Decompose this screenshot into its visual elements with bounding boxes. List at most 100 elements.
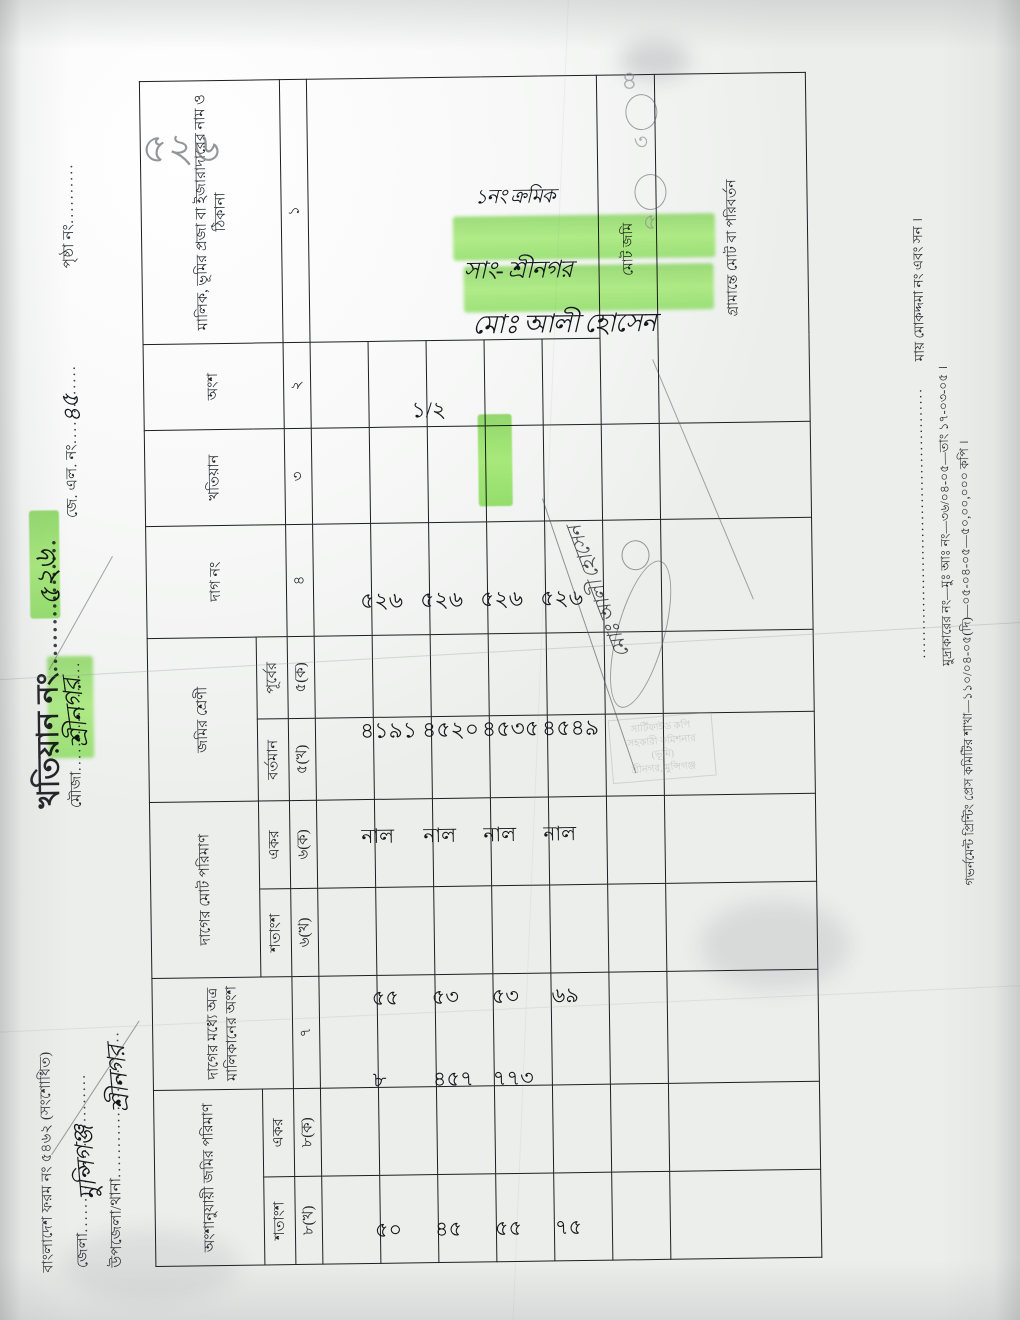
cell-total-area-shotangsho (611, 1171, 671, 1261)
col-num-5ka: ৫(ক) (287, 636, 316, 719)
cell-area-acre (320, 1087, 380, 1177)
cell-owner-share (376, 974, 437, 1088)
field-jl-no: জে. এল. নং............. (59, 364, 86, 518)
cell-dag-total-shotangsho (491, 884, 551, 974)
subcol-class-current: বর্তমান (257, 718, 290, 802)
cell-owner-share (550, 972, 611, 1085)
side-label-total-land: মোট জমি (596, 74, 660, 425)
col-num-4: ৪ (285, 524, 315, 637)
cell-owner-share (434, 973, 495, 1087)
cell-area-shotangsho (437, 1173, 497, 1263)
cell-dag-no (370, 522, 431, 636)
cell-area-shotangsho (379, 1174, 439, 1264)
form-sheet: বাংলাদেশ ফরম নং ৫৪৬২ (সংশোধিত) জেলা.....… (20, 31, 977, 1279)
col-header-dag-no: দাগ নং (145, 524, 288, 639)
field-jl-no-dots: ............. (62, 363, 80, 445)
cell-change-dag-shotangsho (665, 881, 818, 972)
cell-change-class-previous (662, 629, 815, 714)
cell-class-previous (314, 635, 374, 719)
cell-owner-name-address (306, 75, 601, 343)
col-header-ongsho: অংশ (143, 342, 285, 431)
subcol-acre-share: একর (262, 1088, 295, 1177)
cell-dag-total-acre (316, 799, 376, 889)
subcol-shotangsho-total: শতাংশ (259, 888, 292, 978)
field-upazila-dots: ........................ (106, 1030, 125, 1178)
cell-change-dag-no (660, 517, 814, 632)
field-page-no-dots: .......... (60, 162, 77, 224)
field-upazila: উপজেলা/থানা........................ (102, 1030, 130, 1268)
cell-area-shotangsho (321, 1175, 381, 1265)
cell-class-current (431, 715, 491, 799)
subcol-acre-total: একর (258, 800, 291, 890)
col-num-2: ২ (283, 342, 312, 429)
land-record-table: অংশানুযায়ী জমির পরিমাণ দাগের মধ্যে অত্র… (139, 72, 822, 1267)
field-district-label: জেলা (74, 1232, 92, 1269)
subcol-shotangsho-share: শতাংশ (263, 1176, 296, 1265)
cell-class-current (489, 714, 549, 798)
cell-dag-total-acre (490, 796, 550, 886)
side-label-case-number: মায় মোকদ্দমা নং এবং সন । (909, 217, 927, 362)
cell-change-khatian (659, 421, 812, 520)
form-number: বাংলাদেশ ফরম নং ৫৪৬২ (সংশোধিত) (37, 1051, 57, 1273)
col-header-land-class: জমির শ্রেণী (147, 637, 259, 803)
cell-ongsho (484, 339, 544, 426)
cell-khatian (311, 427, 371, 525)
table-row-village-change: গ্রামান্তে মোট বা পরিবর্তন (654, 72, 822, 1260)
col-header-owner-name-address: মালিক, ভূমির প্রজা বা ইজারাদারের নাম ও ঠ… (139, 79, 284, 345)
cell-ongsho (426, 339, 486, 427)
cell-total-class-current (605, 713, 665, 797)
cell-class-previous (546, 632, 606, 715)
cell-total-area-acre (610, 1083, 670, 1173)
cell-class-current (315, 717, 375, 801)
cell-khatian (369, 426, 429, 524)
col-header-area-by-share: অংশানুযায়ী জমির পরিমাণ (153, 1089, 265, 1267)
cell-total-class-previous (604, 631, 664, 715)
cell-change-dag-acre (664, 793, 817, 884)
cell-change-class-current (663, 711, 816, 796)
case-number-dots: ........................................… (909, 386, 929, 659)
col-num-6kha: ৬(খ) (290, 888, 319, 977)
cell-dag-total-shotangsho (375, 886, 435, 976)
cell-owner-share (318, 975, 379, 1089)
cell-class-current (547, 714, 607, 797)
cell-khatian (543, 424, 603, 521)
page-title-text: খতিয়ান নং (31, 671, 67, 809)
col-num-7: ৭ (291, 976, 321, 1089)
cell-ongsho (542, 338, 602, 426)
side-label-village-change: গ্রামান্তে মোট বা পরিবর্তন (654, 72, 811, 424)
cell-area-acre (436, 1085, 496, 1175)
cell-khatian (427, 425, 487, 523)
field-district-dots: .......................... (72, 1072, 91, 1233)
cell-dag-total-shotangsho (433, 885, 493, 975)
cell-dag-total-shotangsho (317, 887, 377, 977)
footer-line-1: মুদ্রাকারের নং—মুঃ আঃ নং—৩৬/০৪-০৫—তাং ১৭… (935, 365, 955, 667)
cell-dag-total-acre (432, 797, 492, 887)
page-title: খতিয়ান নং................. (21, 537, 76, 809)
cell-change-area-shotangsho (669, 1169, 822, 1260)
field-page-no: পৃষ্ঠা নং.......... (56, 162, 82, 268)
cell-area-shotangsho (553, 1172, 613, 1261)
cell-total-dag-shotangsho (607, 883, 667, 973)
cell-ongsho (310, 341, 370, 429)
cell-dag-no (428, 521, 489, 635)
col-num-8kha: ৮(খ) (294, 1176, 323, 1265)
cell-total-owner-share (608, 971, 669, 1085)
cell-change-area-acre (668, 1081, 821, 1172)
field-jl-no-label: জে. এল. নং (63, 443, 81, 519)
cell-dag-total-acre (548, 796, 608, 885)
col-header-owner-share: দাগের মধ্যে অত্র মালিকানের অংশ (151, 976, 294, 1091)
cell-area-acre (378, 1086, 438, 1176)
cell-class-previous (430, 633, 490, 717)
col-num-1: ১ (279, 79, 311, 343)
page-title-dots: ................. (35, 537, 63, 673)
cell-change-owner-share (666, 969, 820, 1084)
cell-class-previous (372, 634, 432, 718)
col-num-6ka: ৬(ক) (289, 800, 318, 889)
cell-total-khatian (601, 423, 661, 521)
cell-dag-no (486, 520, 547, 634)
subcol-class-previous: পূর্বের (256, 636, 289, 720)
field-upazila-label: উপজেলা/থানা (108, 1177, 126, 1268)
field-district: জেলা.......................... (69, 1073, 97, 1269)
cell-total-dag-acre (606, 795, 666, 885)
